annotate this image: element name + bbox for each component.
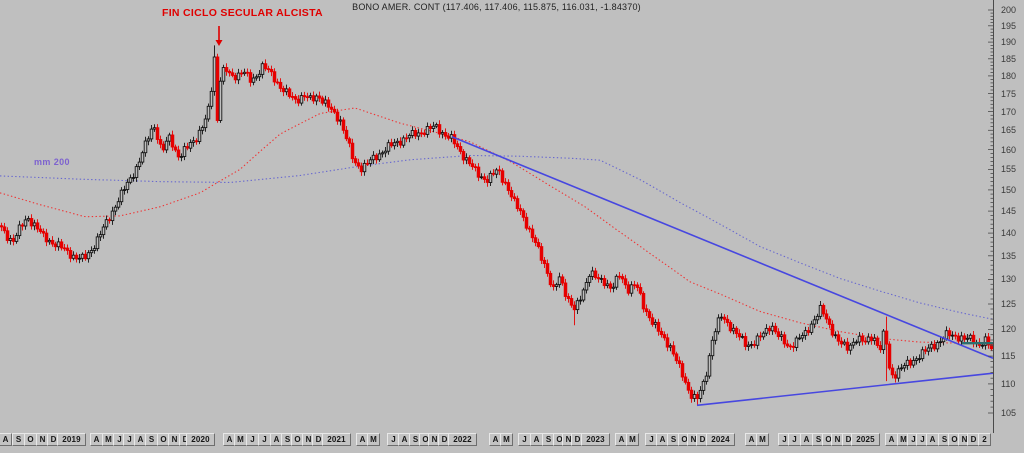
price-axis-label: 105 [1001,408,1017,418]
price-axis-ticks [988,0,994,433]
price-axis-label: 145 [1001,206,1017,216]
trendline-upper-descending[interactable] [451,136,994,360]
time-axis-cell: A [270,433,283,446]
chart-title: BONO AMER. CONT (117.406, 117.406, 115.8… [352,2,641,12]
time-axis-cell: 2 [978,433,991,446]
time-axis-year-cell: 2025 [851,433,880,446]
time-axis-year-cell: 2019 [57,433,86,446]
price-axis-label: 135 [1001,251,1017,261]
price-axis-label: 150 [1001,185,1017,195]
price-axis-label: 190 [1001,37,1017,47]
ma-200-line [0,154,994,320]
price-axis-label: 155 [1001,164,1017,174]
price-axis-label: 125 [1001,299,1017,309]
price-chart-canvas[interactable] [0,0,1024,433]
price-axis-label: 160 [1001,145,1017,155]
time-axis-cell: J [778,433,791,446]
price-axis-label: 195 [1001,21,1017,31]
time-axis[interactable]: ASOND2019AMJJASOND2020AMJJASOND2021AMJAS… [0,433,993,448]
price-axis-label: 140 [1001,228,1017,238]
price-axis-label: 115 [1001,351,1016,361]
price-axis-label: 165 [1001,125,1017,135]
time-axis-cell: S [12,433,25,446]
time-axis-year-cell: 2020 [186,433,215,446]
price-axis-label: 185 [1001,54,1017,64]
price-axis-label: 120 [1001,324,1017,334]
price-axis-label: 170 [1001,107,1017,117]
ma-200-label: mm 200 [34,157,70,167]
trendlines[interactable] [451,136,994,407]
annotation-fin-ciclo: FIN CICLO SECULAR ALCISTA [162,7,323,19]
time-axis-cell: M [756,433,769,446]
time-axis-cell: M [626,433,639,446]
trendline-lower-ascending[interactable] [696,372,994,407]
time-axis-year-cell: 2022 [448,433,477,446]
price-axis-label: 110 [1001,379,1016,389]
price-axis-label: 200 [1001,5,1017,15]
time-axis-cell: M [500,433,513,446]
time-axis-cell: M [367,433,380,446]
price-axis-label: 130 [1001,274,1017,284]
candlesticks [0,45,994,405]
time-axis-cell: A [745,433,758,446]
time-axis-year-cell: 2023 [581,433,610,446]
price-axis-label: 180 [1001,71,1017,81]
time-axis-cell: A [0,433,12,446]
time-axis-year-cell: 2024 [706,433,735,446]
time-axis-year-cell: 2021 [322,433,351,446]
price-axis-label: 175 [1001,89,1017,99]
down-arrow-icon [215,26,223,46]
